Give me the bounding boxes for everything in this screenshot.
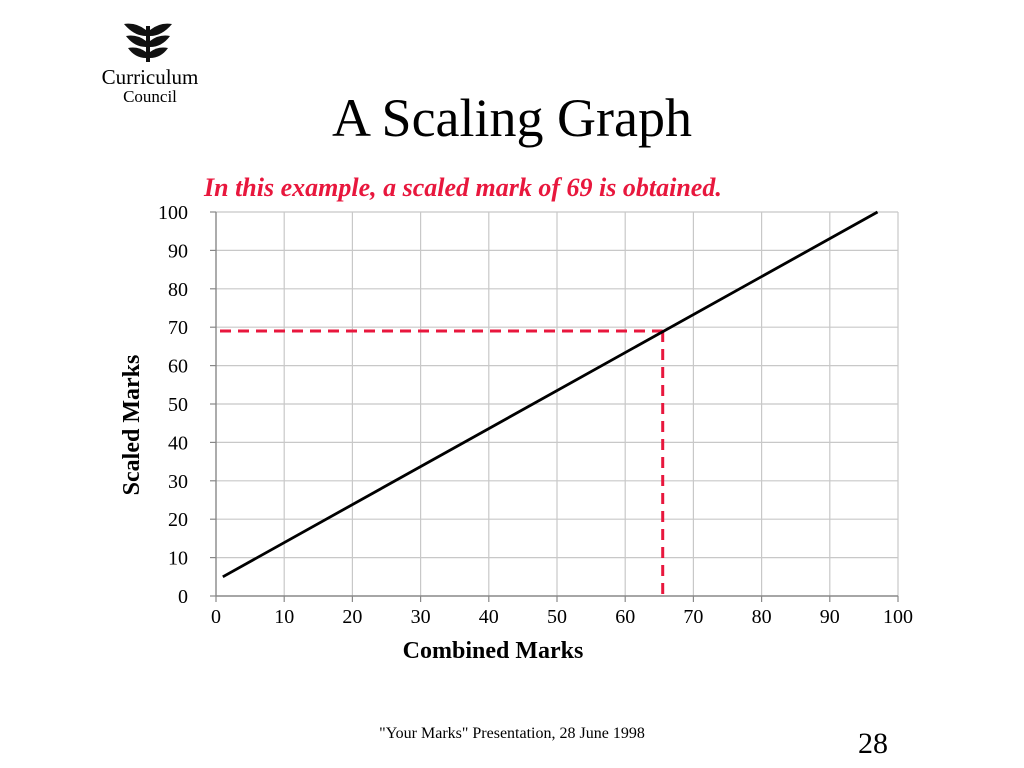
x-tick-label: 40 xyxy=(479,606,499,628)
footer-text: "Your Marks" Presentation, 28 June 1998 xyxy=(379,725,645,742)
x-tick-label: 30 xyxy=(411,606,431,628)
x-tick-label: 90 xyxy=(820,606,840,628)
y-tick-label: 90 xyxy=(168,240,188,262)
chart-subtitle: In this example, a scaled mark of 69 is … xyxy=(204,173,722,202)
series-layer xyxy=(222,210,879,579)
axis-layer xyxy=(210,211,899,602)
x-tick-label: 20 xyxy=(342,606,362,628)
x-axis-label: Combined Marks xyxy=(403,638,584,664)
page-number: 28 xyxy=(858,727,888,760)
y-tick-label: 30 xyxy=(168,471,188,493)
page-title: A Scaling Graph xyxy=(332,88,692,148)
y-tick-label: 40 xyxy=(168,432,188,454)
y-tick-label: 10 xyxy=(168,548,188,570)
reference-lines xyxy=(220,329,665,596)
y-tick-label: 0 xyxy=(178,586,188,608)
scaling-line xyxy=(222,210,879,579)
y-tick-label: 70 xyxy=(168,317,188,339)
logo-text-curriculum: Curriculum xyxy=(101,65,199,89)
grid-layer xyxy=(216,211,899,596)
logo-text-council: Council xyxy=(123,87,177,106)
y-tick-label: 60 xyxy=(168,356,188,378)
y-tick-label: 80 xyxy=(168,279,188,301)
y-tick-label: 50 xyxy=(168,394,188,416)
x-tick-label: 80 xyxy=(752,606,772,628)
y-tick-label: 100 xyxy=(158,202,188,224)
y-tick-label: 20 xyxy=(168,509,188,531)
x-tick-label: 100 xyxy=(883,606,913,628)
x-tick-label: 10 xyxy=(274,606,294,628)
axis-labels: 0 10 20 30 40 50 60 70 80 90 100 0 10 20 30 40 50 60 70 80 9… xyxy=(119,202,913,664)
x-tick-label: 70 xyxy=(683,606,703,628)
leaf-icon xyxy=(124,23,172,62)
x-tick-label: 0 xyxy=(211,606,221,628)
x-tick-label: 60 xyxy=(615,606,635,628)
curriculum-council-logo: Curriculum Council xyxy=(92,22,208,112)
y-axis-label: Scaled Marks xyxy=(119,355,145,496)
x-tick-label: 50 xyxy=(547,606,567,628)
